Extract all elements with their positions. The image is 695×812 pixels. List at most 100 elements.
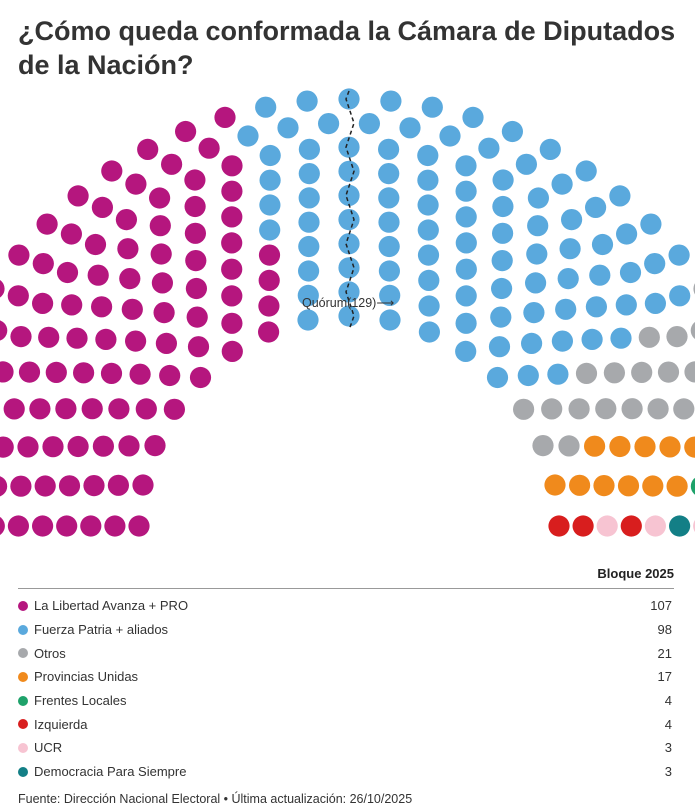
legend-item: Frentes Locales 4 xyxy=(18,689,674,713)
seat xyxy=(42,436,64,458)
seat xyxy=(297,309,319,331)
seat xyxy=(318,113,340,135)
seat xyxy=(259,219,281,241)
seat xyxy=(115,209,137,231)
seat xyxy=(455,258,477,280)
seat xyxy=(399,117,421,139)
seat xyxy=(421,96,443,118)
seat xyxy=(539,138,561,160)
seat xyxy=(455,232,477,254)
seat xyxy=(418,321,440,343)
legend-swatch xyxy=(18,695,28,706)
seat xyxy=(559,238,581,260)
legend-label: Democracia Para Siempre xyxy=(34,764,187,780)
hemicycle-chart: Quórum(129)⟶ xyxy=(0,88,695,537)
legend-item: Otros 21 xyxy=(18,641,674,665)
seat xyxy=(647,398,669,420)
seat xyxy=(551,330,574,352)
legend-label: UCR xyxy=(34,740,63,756)
legend-label: Otros xyxy=(34,645,66,661)
seat xyxy=(81,398,103,420)
seat xyxy=(38,326,60,348)
seat xyxy=(338,184,360,206)
seat xyxy=(527,215,549,237)
seat xyxy=(644,253,666,275)
seat xyxy=(491,277,513,300)
seat xyxy=(609,435,631,458)
seat xyxy=(455,285,477,307)
seat xyxy=(621,398,643,420)
seat xyxy=(118,435,140,457)
seat xyxy=(544,474,566,496)
seat-group xyxy=(0,88,695,537)
page-title: ¿Cómo queda conformada la Cámara de Dipu… xyxy=(18,16,676,80)
seat xyxy=(589,264,611,286)
seat xyxy=(45,361,67,383)
legend-item: Provincias Unidas 17 xyxy=(18,665,674,689)
seat xyxy=(132,474,154,496)
legend-swatch xyxy=(18,719,28,730)
seat xyxy=(527,187,550,209)
seat xyxy=(92,435,114,457)
seat xyxy=(521,332,543,354)
seat xyxy=(684,361,695,383)
seat xyxy=(0,280,5,298)
seat xyxy=(17,436,39,458)
seat xyxy=(417,219,439,241)
seat xyxy=(149,187,171,209)
seat xyxy=(18,361,41,383)
seat xyxy=(644,515,667,537)
seat xyxy=(258,295,280,317)
seat xyxy=(185,277,207,300)
seat xyxy=(378,235,400,258)
seat xyxy=(258,321,280,343)
seat xyxy=(455,312,477,334)
seat xyxy=(7,515,29,537)
seat xyxy=(491,250,513,272)
seat xyxy=(129,363,151,385)
seat xyxy=(298,187,320,209)
legend-item: Democracia Para Siempre 3 xyxy=(18,760,674,784)
seat xyxy=(634,436,656,458)
seat xyxy=(107,474,129,496)
legend-value: 107 xyxy=(650,598,672,614)
quorum-label: Quórum(129)⟶ xyxy=(302,296,394,310)
legend-item: Fuerza Patria + aliados 98 xyxy=(18,618,674,642)
legend-item: UCR 3 xyxy=(18,736,674,760)
seat xyxy=(185,250,207,272)
legend-value: 98 xyxy=(657,622,672,638)
seat xyxy=(666,475,688,497)
legend-swatch xyxy=(18,766,28,777)
seat xyxy=(221,340,243,362)
seat xyxy=(659,436,681,458)
seat xyxy=(379,309,401,331)
seat xyxy=(610,327,632,349)
seat xyxy=(455,155,477,177)
seat xyxy=(60,223,82,245)
seat xyxy=(596,515,618,537)
seat xyxy=(591,233,614,256)
seat xyxy=(29,398,51,420)
seat xyxy=(585,196,607,218)
seat xyxy=(358,113,380,135)
seat xyxy=(297,284,319,306)
seat xyxy=(184,169,206,191)
legend-swatch xyxy=(18,624,28,635)
seat xyxy=(36,213,58,235)
legend-label: Frentes Locales xyxy=(34,693,127,709)
seat xyxy=(418,269,440,291)
seat xyxy=(462,106,484,128)
seat xyxy=(644,292,667,314)
seat xyxy=(478,137,500,159)
legend-item: La Libertad Avanza + PRO 107 xyxy=(18,594,674,618)
seat xyxy=(569,474,591,496)
seat xyxy=(163,398,185,420)
seat xyxy=(584,435,606,457)
seat xyxy=(298,260,320,282)
seat xyxy=(104,515,126,537)
seat xyxy=(532,435,554,457)
seat xyxy=(575,362,598,384)
seat xyxy=(67,435,89,458)
seat xyxy=(258,269,280,291)
seat xyxy=(338,257,360,279)
